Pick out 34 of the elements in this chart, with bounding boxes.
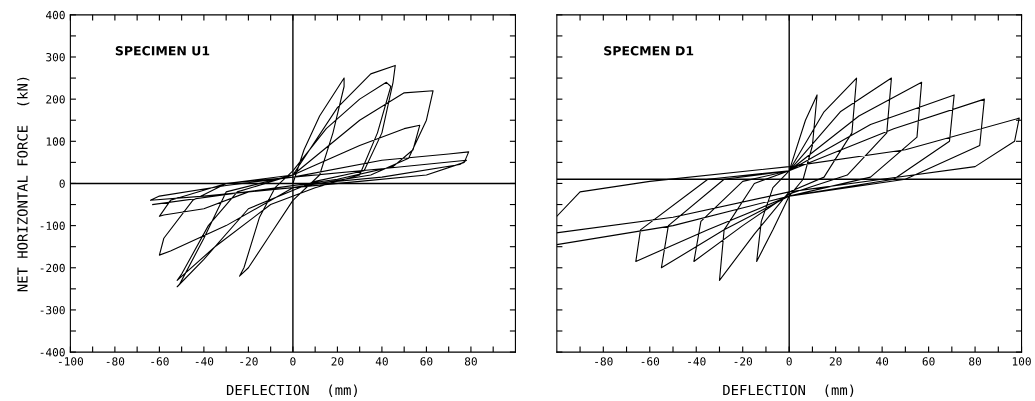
x-tick-label: 20: [829, 357, 842, 366]
x-tick-label: 80: [464, 357, 477, 366]
x-axis-title: DEFLECTION (mm): [226, 384, 357, 397]
x-tick-label: 60: [922, 357, 935, 366]
x-tick-label: 100: [1012, 357, 1031, 366]
x-tick-label: -20: [734, 357, 753, 366]
y-tick-label: 200: [46, 95, 65, 104]
x-tick-label: -80: [106, 357, 125, 366]
x-tick-label: -80: [595, 357, 613, 366]
y-tick-label: 100: [46, 137, 65, 146]
annotation: SPECIMEN U1: [115, 46, 210, 56]
y-tick-label: 300: [46, 53, 65, 62]
x-tick-label: 0: [290, 357, 296, 366]
x-tick-label: -20: [240, 357, 258, 366]
x-tick-label: -60: [151, 357, 169, 366]
x-tick-label: 0: [786, 357, 792, 366]
x-tick-label: 40: [375, 357, 388, 366]
y-tick-label: 0: [59, 179, 65, 188]
x-tick-label: -40: [688, 357, 706, 366]
x-tick-label: -40: [195, 357, 214, 366]
y-axis-title: NET HORIZONTAL FORCE (kN): [16, 77, 30, 292]
x-tick-label: 40: [876, 357, 889, 366]
y-tick-label: 400: [46, 10, 65, 20]
annotation: SPECMEN D1: [604, 46, 694, 56]
x-tick-label: -60: [641, 357, 660, 366]
x-tick-label: 20: [331, 357, 344, 366]
x-tick-label: -100: [58, 357, 84, 366]
y-tick-label: -400: [40, 348, 65, 357]
y-tick-label: -100: [40, 221, 65, 231]
y-tick-label: -300: [40, 305, 65, 315]
x-tick-label: 80: [969, 357, 982, 366]
x-tick-label: 60: [420, 357, 433, 366]
y-tick-label: -200: [40, 263, 65, 273]
x-axis-title: DEFLECTION (mm): [723, 384, 854, 397]
